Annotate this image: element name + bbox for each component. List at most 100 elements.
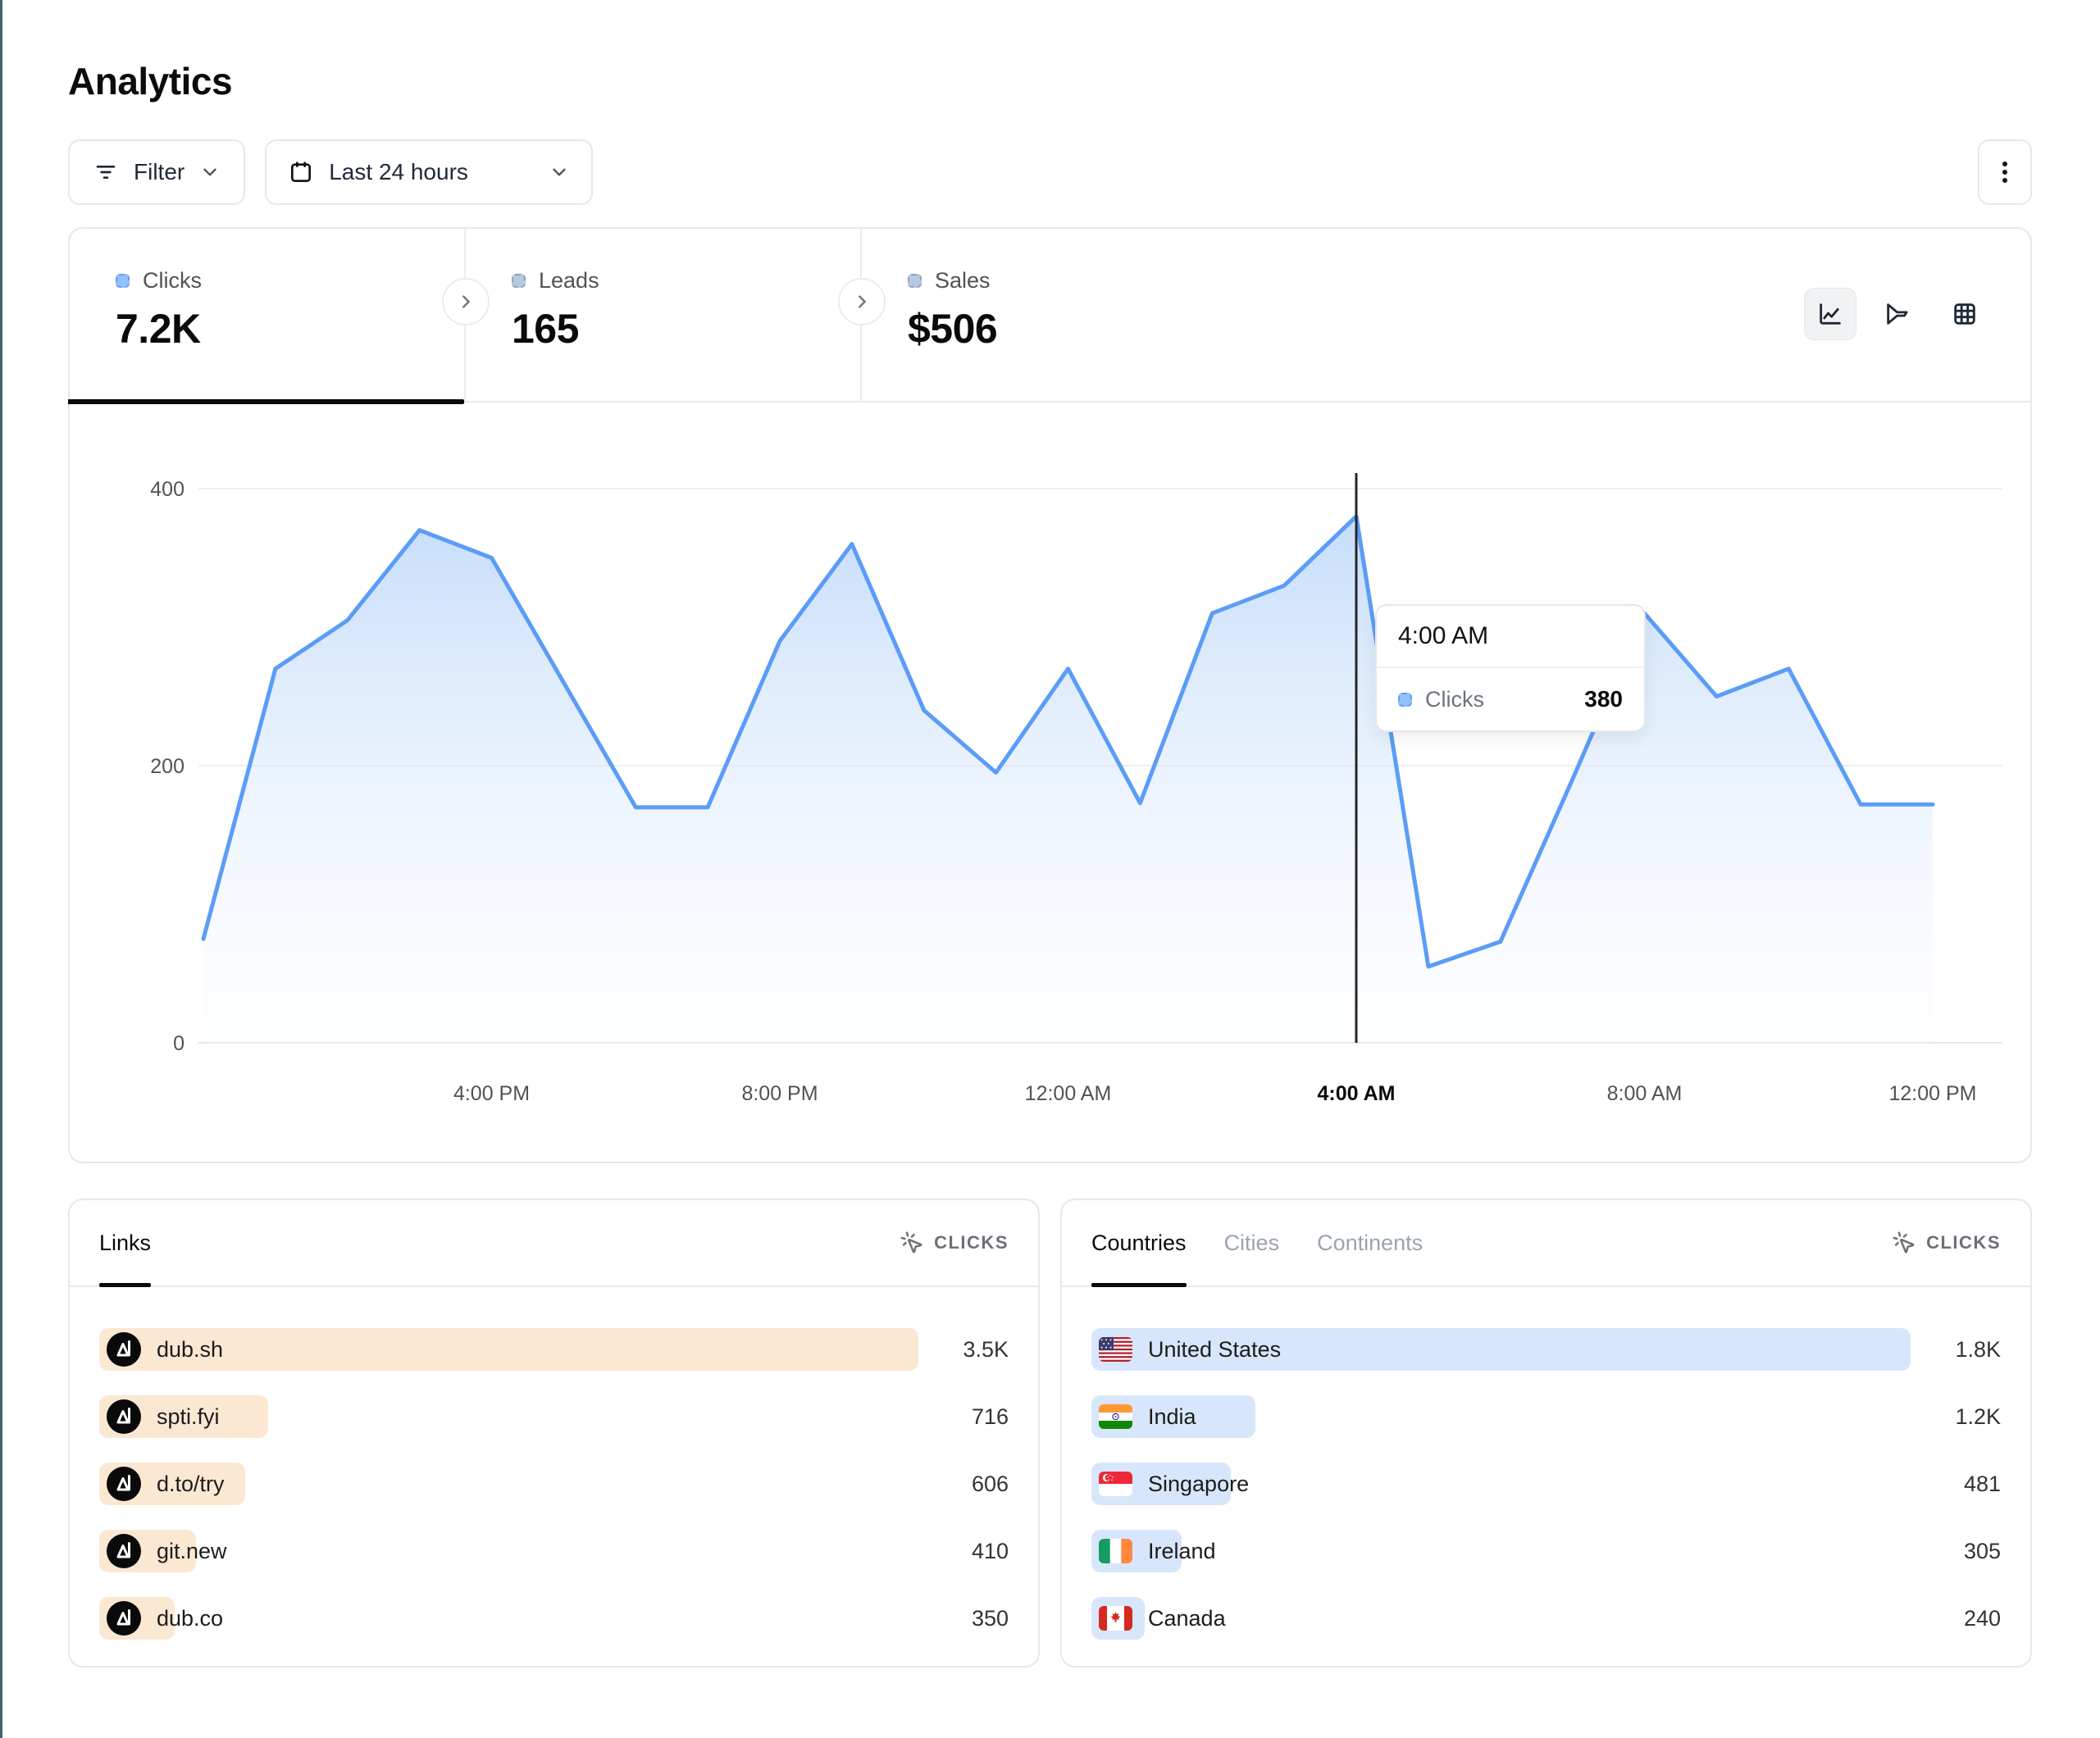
area-chart-canvas: 0 200 400 4:00 PM 8:00 PM 12:00 AM 4:00 AM 8:00… [150,473,2002,1105]
stat-label: Clicks [143,268,202,293]
dub-logo-icon [107,1534,141,1568]
analytics-page: Analytics Filter Last 24 hours [68,60,2032,1667]
list-item-value: 350 [971,1605,1009,1631]
value-bar [1091,1328,1911,1371]
svg-text:4:00 AM: 4:00 AM [1318,1082,1396,1105]
tab-countries[interactable]: Countries [1091,1200,1187,1287]
list-item-label: dub.sh [157,1336,224,1362]
chevron-down-icon [549,162,570,183]
list-item-label: d.to/try [157,1471,225,1496]
list-item-bar-zone: d.to/try [99,1463,918,1505]
date-range-button[interactable]: Last 24 hours [265,139,594,205]
list-item-label: dub.co [157,1605,224,1631]
list-item-label: Ireland [1148,1538,1216,1563]
list-item[interactable]: git.new 410 [99,1530,1009,1572]
list-item-label: India [1148,1404,1196,1429]
list-item-value: 606 [971,1471,1009,1496]
list-item-bar-zone: dub.sh [99,1328,918,1371]
more-menu-button[interactable] [1978,139,2032,205]
stat-tab-sales[interactable]: Sales $506 [862,229,1258,401]
list-item[interactable]: Canada 240 [1091,1597,2001,1640]
expand-leads-chevron[interactable] [838,278,886,325]
value-bar [99,1328,918,1371]
list-item[interactable]: dub.sh 3.5K [99,1328,1009,1371]
sales-legend-chip [908,274,922,288]
list-item-label: Canada [1148,1605,1226,1631]
expand-clicks-chevron[interactable] [442,278,490,325]
list-item-bar-zone: Singapore [1091,1463,1911,1505]
filter-button-label: Filter [134,159,185,184]
list-item[interactable]: Singapore 481 [1091,1463,2001,1505]
cursor-click-icon [900,1231,924,1255]
list-item-label: git.new [157,1538,227,1563]
tooltip-series-label: Clicks [1425,686,1484,712]
flag-ie-icon [1099,1539,1132,1563]
svg-text:200: 200 [150,755,184,778]
list-item[interactable]: dub.co 350 [99,1597,1009,1640]
countries-panel: Countries Cities Continents CLICKS Unite… [1060,1199,2032,1667]
svg-text:12:00 AM: 12:00 AM [1025,1082,1112,1105]
window-edge-accent [0,0,2,1738]
flag-ca-icon [1099,1606,1132,1631]
countries-metric-selector[interactable]: CLICKS [1892,1231,2001,1255]
chart-tooltip: 4:00 AM Clicks 380 [1375,604,1646,732]
stat-tab-clicks[interactable]: Clicks 7.2K [68,229,466,404]
list-item-value: 305 [1963,1538,2001,1563]
list-item-label: United States [1148,1336,1282,1362]
list-item-bar-zone: United States [1091,1328,1911,1371]
stat-label: Sales [935,268,991,293]
svg-text:8:00 PM: 8:00 PM [741,1082,818,1105]
leads-legend-chip [512,274,526,288]
metric-label: CLICKS [934,1232,1009,1253]
tooltip-time: 4:00 AM [1377,606,1644,668]
tab-links[interactable]: Links [99,1200,152,1287]
svg-text:12:00 PM: 12:00 PM [1888,1082,1976,1105]
list-item-bar-zone: git.new [99,1530,918,1572]
links-panel-header: Links CLICKS [70,1200,1038,1287]
list-item-value: 3.5K [963,1336,1009,1362]
list-item-value: 1.8K [1955,1336,2001,1362]
svg-text:400: 400 [150,478,184,501]
funnel-view-button[interactable] [1871,288,1924,340]
stats-tabs-row: Clicks 7.2K Leads 165 Sales $506 [68,229,2030,404]
list-item-bar-zone: India [1091,1395,1911,1438]
list-item[interactable]: Ireland 305 [1091,1530,2001,1572]
svg-text:0: 0 [173,1032,184,1055]
list-item[interactable]: d.to/try 606 [99,1463,1009,1505]
list-item[interactable]: India 1.2K [1091,1395,2001,1438]
countries-panel-header: Countries Cities Continents CLICKS [1062,1200,2030,1287]
analytics-chart-card: Clicks 7.2K Leads 165 Sales $506 [68,227,2032,1163]
clicks-timeseries-chart[interactable]: 0 200 400 4:00 PM 8:00 PM 12:00 AM 4:00 AM 8:00… [70,403,2030,1162]
links-panel: Links CLICKS dub.sh 3.5K spti.fyi 716 d.to/t… [68,1199,1040,1667]
kebab-menu-icon [1993,158,2017,186]
list-item-label: spti.fyi [157,1404,220,1429]
tab-cities[interactable]: Cities [1223,1230,1280,1255]
toolbar: Filter Last 24 hours [68,139,2032,205]
links-metric-selector[interactable]: CLICKS [900,1231,1009,1255]
funnel-icon [1884,300,1911,328]
filter-button[interactable]: Filter [68,139,246,205]
grid-table-view-button[interactable] [1938,288,1991,340]
list-item[interactable]: spti.fyi 716 [99,1395,1009,1438]
dub-logo-icon [107,1399,141,1434]
stat-value: 7.2K [116,306,201,352]
clicks-legend-chip [116,274,130,288]
dub-logo-icon [107,1601,141,1636]
line-chart-icon [1816,300,1844,328]
line-chart-view-button[interactable] [1804,288,1856,340]
list-item-value: 240 [1963,1605,2001,1631]
svg-text:8:00 AM: 8:00 AM [1607,1082,1683,1105]
flag-us-icon [1099,1337,1132,1362]
chevron-right-icon [457,293,475,311]
stat-tab-leads[interactable]: Leads 165 [466,229,862,401]
metric-label: CLICKS [1926,1232,2001,1253]
filter-lines-icon [93,159,119,185]
list-item-value: 716 [971,1404,1009,1429]
tooltip-value: 380 [1584,686,1623,712]
date-range-label: Last 24 hours [329,159,468,184]
stat-value: $506 [908,306,998,352]
chevron-right-icon [853,293,871,311]
svg-text:4:00 PM: 4:00 PM [453,1082,530,1105]
list-item[interactable]: United States 1.8K [1091,1328,2001,1371]
tab-continents[interactable]: Continents [1317,1230,1424,1255]
